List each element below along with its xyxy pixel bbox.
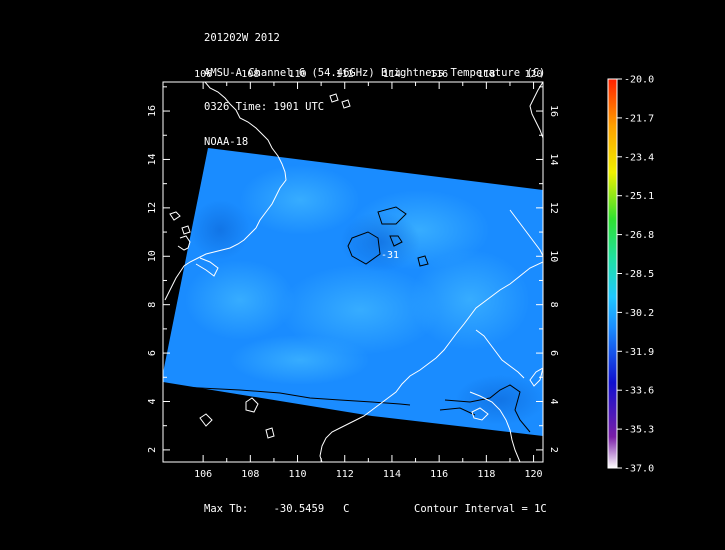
contour-4 bbox=[417, 255, 429, 267]
x-tick-label-bottom: 112 bbox=[336, 469, 354, 480]
contour-5 bbox=[163, 385, 411, 406]
coast-borneo bbox=[319, 261, 543, 462]
y-tick-label-right: 6 bbox=[548, 350, 559, 356]
max-tb-readout: Max Tb: -30.5459 C bbox=[204, 503, 349, 515]
colorbar bbox=[607, 78, 618, 469]
coast-island-1 bbox=[169, 211, 181, 221]
colorbar-label: -31.9 bbox=[624, 347, 654, 358]
x-tick-label-bottom: 118 bbox=[477, 469, 495, 480]
colorbar-label: -37.0 bbox=[624, 464, 654, 475]
y-tick-label-right: 4 bbox=[548, 398, 559, 404]
coast-island-4 bbox=[199, 413, 213, 427]
y-tick-label-left: 16 bbox=[147, 105, 158, 117]
x-tick-label-top: 114 bbox=[383, 69, 401, 80]
colorbar-label: -33.6 bbox=[624, 386, 654, 397]
x-tick-label-bottom: 108 bbox=[241, 469, 259, 480]
map-axes: 1061061081081101101121121141141161161181… bbox=[147, 69, 559, 480]
coast-philippines-2 bbox=[529, 367, 543, 387]
coast-west bbox=[164, 82, 287, 301]
coast-philippines-1 bbox=[529, 82, 543, 139]
contour-3 bbox=[389, 235, 403, 247]
contour-interval: Contour Interval = 1C bbox=[414, 503, 547, 515]
x-tick-label-top: 112 bbox=[336, 69, 354, 80]
y-tick-label-left: 2 bbox=[147, 447, 158, 453]
y-tick-label-right: 12 bbox=[548, 202, 559, 214]
y-tick-label-right: 8 bbox=[548, 302, 559, 308]
y-tick-label-left: 12 bbox=[147, 202, 158, 214]
x-tick-label-bottom: 110 bbox=[289, 469, 307, 480]
max-tb-value: -30.5459 bbox=[273, 503, 325, 515]
colorbar-label: -21.7 bbox=[624, 113, 654, 124]
coast-palawan bbox=[509, 209, 543, 257]
x-tick-label-top: 106 bbox=[194, 69, 212, 80]
colorbar-label: -20.0 bbox=[624, 75, 654, 86]
coast-island-8 bbox=[471, 407, 489, 421]
x-tick-label-top: 120 bbox=[525, 69, 543, 80]
colorbar-label: -30.2 bbox=[624, 308, 654, 319]
coastlines bbox=[164, 82, 543, 462]
contour-6 bbox=[444, 384, 531, 433]
colorbar-label: -35.3 bbox=[624, 425, 654, 436]
x-tick-label-top: 110 bbox=[289, 69, 307, 80]
coast-island-2 bbox=[181, 225, 191, 235]
y-tick-label-left: 6 bbox=[147, 350, 158, 356]
coast-island-6 bbox=[329, 93, 339, 103]
max-tb-unit: C bbox=[343, 503, 350, 515]
max-tb-label: Max Tb: bbox=[204, 503, 249, 515]
plot-frame bbox=[162, 81, 544, 463]
coast-borneo-n bbox=[475, 329, 525, 379]
coast-island-3 bbox=[245, 397, 259, 413]
colorbar-label: -28.5 bbox=[624, 269, 654, 280]
x-tick-label-top: 118 bbox=[477, 69, 495, 80]
contour-label: -31 bbox=[381, 250, 399, 261]
colorbar-label: -23.4 bbox=[624, 152, 654, 163]
y-tick-label-left: 8 bbox=[147, 302, 158, 308]
x-tick-label-top: 116 bbox=[430, 69, 448, 80]
y-tick-label-right: 10 bbox=[548, 250, 559, 262]
y-tick-label-right: 2 bbox=[548, 447, 559, 453]
y-tick-label-right: 14 bbox=[548, 153, 559, 165]
contour-1 bbox=[377, 206, 407, 225]
contour-lines bbox=[163, 206, 531, 433]
colorbar-label: -26.8 bbox=[624, 230, 654, 241]
title-block: 201202W 2012 AMSU-A Channel 6 (54.46GHz)… bbox=[204, 10, 545, 160]
coast-island-7 bbox=[341, 99, 351, 109]
colorbar-label: -25.1 bbox=[624, 191, 654, 202]
x-tick-label-bottom: 116 bbox=[430, 469, 448, 480]
y-tick-label-left: 10 bbox=[147, 250, 158, 262]
coast-gulf bbox=[177, 235, 191, 251]
contour-7 bbox=[439, 407, 476, 416]
x-tick-label-bottom: 114 bbox=[383, 469, 401, 480]
x-tick-label-top: 108 bbox=[241, 69, 259, 80]
contour-2 bbox=[347, 231, 381, 265]
x-tick-label-bottom: 120 bbox=[525, 469, 543, 480]
title-line-4: NOAA-18 bbox=[204, 135, 249, 148]
swath-layer: -31 bbox=[163, 82, 543, 462]
y-tick-label-right: 16 bbox=[548, 105, 559, 117]
coast-island-5 bbox=[265, 427, 275, 439]
title-line-3: 0326 Time: 1901 UTC bbox=[204, 101, 325, 113]
y-tick-label-left: 4 bbox=[147, 398, 158, 404]
title-line-2: AMSU-A Channel 6 (54.46GHz) Brightness T… bbox=[204, 66, 546, 79]
x-tick-label-bottom: 106 bbox=[194, 469, 212, 480]
coast-borneo-e bbox=[469, 391, 521, 462]
title-line-1: 201202W 2012 bbox=[204, 32, 280, 44]
coast-mekong bbox=[195, 257, 219, 277]
colorbar-ticks: -20.0 -21.7 -23.4 -25.1 -26.8 -28.5 -30.2 -31.9… bbox=[617, 75, 654, 475]
y-tick-label-left: 14 bbox=[147, 153, 158, 165]
